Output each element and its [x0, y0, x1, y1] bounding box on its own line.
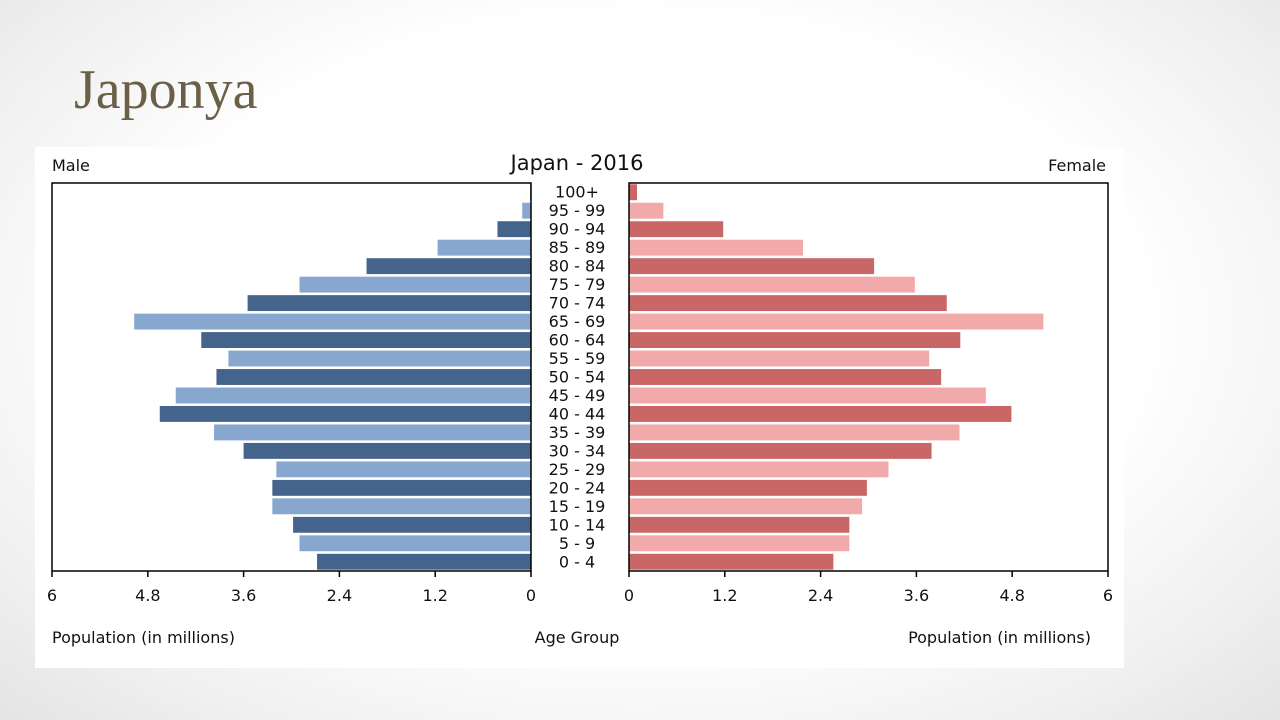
male-bar-45-49 — [175, 387, 531, 404]
age-group-label: 85 - 89 — [549, 238, 606, 257]
male-bar-0-4 — [317, 553, 531, 570]
female-label: Female — [1048, 156, 1106, 175]
female-bar-85-89 — [629, 239, 804, 256]
age-group-label: 40 - 44 — [549, 404, 606, 423]
age-group-label: 55 - 59 — [549, 349, 606, 368]
age-group-label: 20 - 24 — [549, 478, 606, 497]
age-group-label: 60 - 64 — [549, 331, 606, 350]
female-bar-75-79 — [629, 276, 915, 293]
male-bar-20-24 — [272, 479, 531, 496]
male-bar-85-89 — [437, 239, 531, 256]
age-group-label: 30 - 34 — [549, 441, 606, 460]
age-group-label: 100+ — [555, 183, 599, 202]
bars-group — [134, 184, 1044, 570]
x-axis-label-right: Population (in millions) — [908, 628, 1091, 647]
female-bar-20-24 — [629, 479, 867, 496]
male-bar-40-44 — [159, 406, 531, 422]
x-tick-label: 6 — [47, 586, 57, 605]
male-bar-60-64 — [201, 332, 531, 348]
x-tick-label: 4.8 — [135, 586, 160, 605]
female-bar-45-49 — [629, 387, 986, 404]
axis-ticks-group: 6 4.8 3.6 2.4 1.2 0 0 1.2 2.4 3.6 4.8 6 — [47, 571, 1113, 605]
x-tick-label: 2.4 — [808, 586, 833, 605]
male-plot-frame — [51, 182, 532, 572]
female-bar-60-64 — [629, 332, 961, 348]
female-bar-35-39 — [629, 424, 960, 441]
female-bar-0-4 — [629, 553, 834, 570]
age-group-label: 65 - 69 — [549, 312, 606, 331]
x-tick-label: 0 — [526, 586, 536, 605]
chart-panel: Japan - 2016 Male Female 100+ 95 - 99 90 -… — [35, 147, 1124, 668]
x-tick-label: 3.6 — [904, 586, 929, 605]
female-bar-90-94 — [629, 221, 724, 238]
age-group-label: 95 - 99 — [549, 201, 606, 220]
male-bar-80-84 — [366, 258, 531, 275]
female-bar-55-59 — [629, 350, 930, 367]
age-group-label: 10 - 14 — [549, 515, 606, 534]
female-bar-5-9 — [629, 535, 850, 552]
x-tick-label: 1.2 — [422, 586, 447, 605]
age-group-label: 35 - 39 — [549, 423, 606, 442]
male-bar-25-29 — [276, 461, 531, 478]
age-group-label: 15 - 19 — [549, 497, 606, 516]
x-tick-label: 0 — [624, 586, 634, 605]
age-group-label: 90 - 94 — [549, 220, 606, 239]
male-bar-75-79 — [299, 276, 531, 293]
x-axis-label-left: Population (in millions) — [52, 628, 235, 647]
female-bar-15-19 — [629, 498, 863, 515]
x-axis-label-center: Age Group — [535, 628, 620, 647]
female-bar-95-99 — [629, 202, 664, 219]
female-bar-30-34 — [629, 442, 932, 459]
age-group-label: 45 - 49 — [549, 386, 606, 405]
female-bar-25-29 — [629, 461, 889, 478]
male-bar-10-14 — [293, 516, 531, 533]
slide-title: Japonya — [74, 59, 258, 121]
age-group-label: 75 - 79 — [549, 275, 606, 294]
x-tick-label: 1.2 — [712, 586, 737, 605]
age-group-label: 5 - 9 — [559, 534, 595, 553]
male-bar-90-94 — [497, 221, 531, 238]
age-group-label: 0 - 4 — [559, 552, 595, 571]
plot-frames — [51, 182, 1109, 572]
x-tick-label: 3.6 — [231, 586, 256, 605]
male-label: Male — [52, 156, 90, 175]
female-bar-65-69 — [629, 313, 1044, 330]
x-tick-label: 4.8 — [999, 586, 1024, 605]
male-bar-5-9 — [299, 535, 531, 552]
male-bar-55-59 — [228, 350, 531, 367]
female-bar-40-44 — [629, 406, 1012, 422]
age-group-label: 25 - 29 — [549, 460, 606, 479]
female-bar-10-14 — [629, 516, 850, 533]
x-tick-label: 6 — [1103, 586, 1113, 605]
x-tick-label: 2.4 — [327, 586, 352, 605]
male-bar-35-39 — [214, 424, 532, 441]
female-bar-100+ — [629, 184, 637, 201]
age-group-label: 80 - 84 — [549, 257, 606, 276]
male-bar-70-74 — [247, 295, 531, 312]
female-bar-70-74 — [629, 295, 947, 312]
male-bar-95-99 — [522, 202, 531, 219]
male-bar-15-19 — [272, 498, 531, 515]
male-bar-65-69 — [134, 313, 531, 330]
male-bar-30-34 — [243, 442, 531, 459]
female-bar-80-84 — [629, 258, 875, 275]
chart-title: Japan - 2016 — [509, 151, 644, 175]
age-group-label: 70 - 74 — [549, 294, 606, 313]
female-plot-frame — [628, 182, 1109, 572]
male-bar-50-54 — [216, 369, 531, 385]
age-group-label: 50 - 54 — [549, 368, 606, 387]
female-bar-50-54 — [629, 369, 942, 385]
